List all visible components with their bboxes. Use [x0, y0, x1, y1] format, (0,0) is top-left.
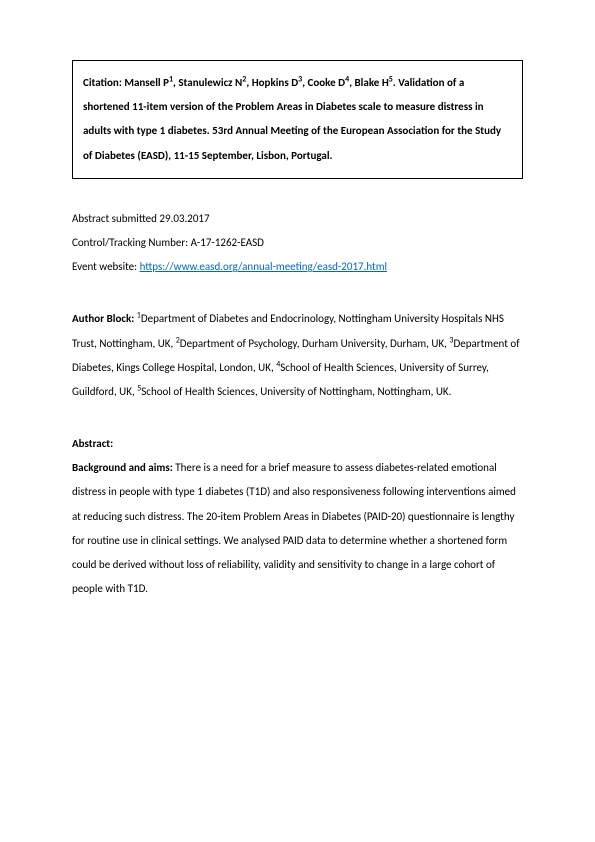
abstract-section: Abstract: Background and aims: There is … — [72, 432, 523, 601]
website-link[interactable]: https://www.easd.org/annual-meeting/easd… — [140, 260, 388, 273]
abstract-label: Abstract: — [72, 432, 523, 456]
affiliation: 2Department of Psychology, Durham Univer… — [176, 337, 450, 350]
citation-author: Blake H5 — [355, 76, 393, 89]
abstract-background: Background and aims: There is a need for… — [72, 456, 523, 601]
meta-section: Abstract submitted 29.03.2017 Control/Tr… — [72, 207, 523, 280]
citation-author: Stanulewicz N2 — [178, 76, 246, 89]
author-block: Author Block: 1Department of Diabetes an… — [72, 307, 523, 404]
citation-prefix: Citation: — [83, 76, 124, 89]
background-text: There is a need for a brief measure to a… — [72, 461, 516, 595]
affiliation: 5School of Health Sciences, University o… — [137, 385, 451, 398]
submitted-date: Abstract submitted 29.03.2017 — [72, 207, 523, 231]
tracking-number: Control/Tracking Number: A-17-1262-EASD — [72, 231, 523, 255]
citation-box: Citation: Mansell P1, Stanulewicz N2, Ho… — [72, 60, 523, 179]
citation-author: Cooke D4 — [308, 76, 350, 89]
website-label: Event website: — [72, 260, 140, 273]
author-block-label: Author Block: — [72, 312, 137, 325]
event-website: Event website: https://www.easd.org/annu… — [72, 255, 523, 279]
background-label: Background and aims: — [72, 461, 175, 474]
citation-author: Mansell P1 — [124, 76, 173, 89]
citation-author: Hopkins D3 — [252, 76, 303, 89]
